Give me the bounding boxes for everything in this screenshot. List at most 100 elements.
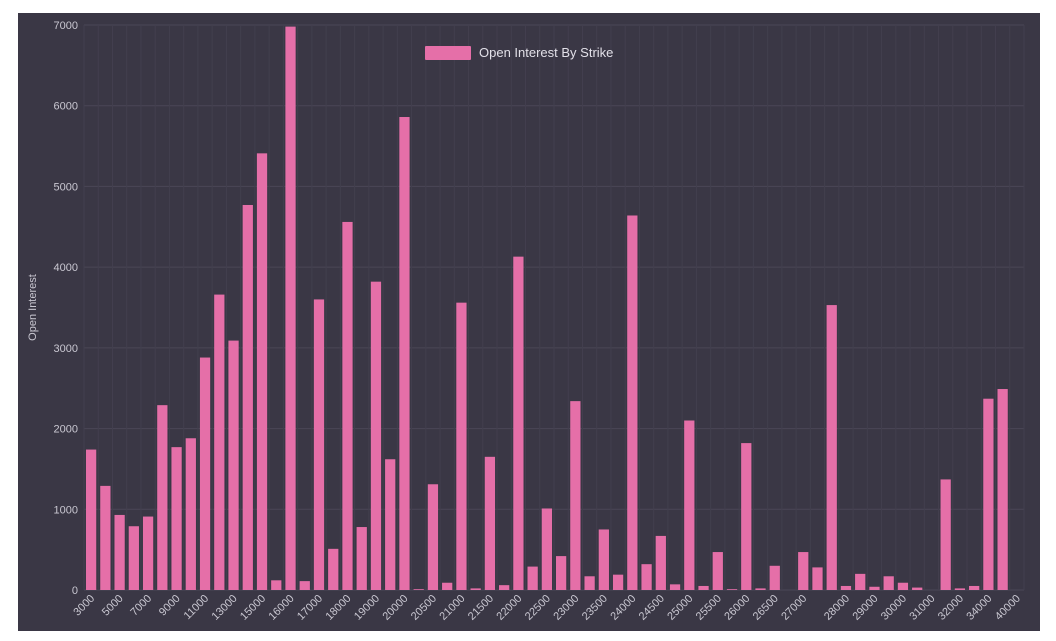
bar-22250[interactable]: [527, 566, 538, 590]
bar-20250[interactable]: [413, 589, 424, 590]
bar-16000[interactable]: [285, 26, 296, 591]
bar-17500[interactable]: [328, 548, 339, 590]
x-tick-label: 32000: [936, 593, 966, 623]
bar-7000[interactable]: [142, 516, 154, 590]
bar-3000[interactable]: [85, 449, 97, 590]
x-tick-label: 31000: [907, 593, 937, 623]
x-tick-label: 18000: [323, 593, 353, 623]
bar-23500[interactable]: [598, 529, 609, 590]
chart-panel: 0 1000 2000 3000 4000 5000 6000 7000 3000 5000 70…: [18, 13, 1040, 631]
bar-16500[interactable]: [299, 581, 310, 590]
x-tick-label: 40000: [993, 593, 1023, 623]
x-axis-ticks: 3000 5000 7000 9000110001300015000160001700…: [71, 593, 1023, 623]
bar-23250[interactable]: [584, 576, 595, 590]
bar-22500[interactable]: [541, 508, 552, 590]
x-tick-label: 9000: [157, 593, 183, 619]
bar-24000[interactable]: [627, 215, 638, 591]
legend-swatch: [425, 46, 471, 60]
bar-29500[interactable]: [883, 576, 894, 590]
x-tick-label: 34000: [964, 593, 994, 623]
x-tick-label: 19000: [352, 593, 382, 623]
bar-35000[interactable]: [997, 389, 1008, 590]
bar-19500[interactable]: [385, 459, 396, 590]
x-tick-label: 29000: [850, 593, 880, 623]
bar-26000[interactable]: [741, 443, 752, 590]
bar-33000[interactable]: [969, 585, 980, 590]
x-tick-label: 21500: [466, 593, 496, 623]
x-tick-label: 21000: [437, 593, 467, 623]
x-tick-label: 17000: [295, 593, 325, 623]
bar-20750[interactable]: [442, 582, 453, 590]
bar-27250[interactable]: [812, 567, 823, 590]
bar-26500[interactable]: [769, 565, 780, 590]
bar-5000[interactable]: [114, 514, 125, 590]
bar-28500[interactable]: [855, 573, 866, 590]
bar-20000[interactable]: [399, 117, 410, 590]
bar-25250[interactable]: [698, 585, 709, 590]
bar-8000[interactable]: [157, 405, 168, 590]
x-tick-label: 23500: [580, 593, 610, 623]
bar-25750[interactable]: [726, 589, 738, 590]
bar-30000[interactable]: [897, 582, 909, 590]
bar-14000[interactable]: [242, 204, 253, 591]
bar-24250[interactable]: [641, 564, 652, 590]
x-tick-label: 28000: [822, 593, 852, 623]
bar-18500[interactable]: [356, 527, 367, 590]
y-tick-label: 0: [72, 585, 78, 597]
bar-26250[interactable]: [755, 588, 766, 590]
bar-21000[interactable]: [456, 302, 467, 590]
y-tick-label: 7000: [54, 20, 78, 32]
bar-28000[interactable]: [840, 585, 852, 590]
bar-21750[interactable]: [499, 585, 510, 590]
bar-4000[interactable]: [100, 485, 111, 590]
bar-24500[interactable]: [655, 535, 666, 590]
y-tick-label: 5000: [54, 181, 78, 193]
legend[interactable]: Open Interest By Strike: [425, 45, 613, 60]
bar-20500[interactable]: [427, 484, 439, 590]
bar-21250[interactable]: [470, 588, 481, 590]
bar-15000[interactable]: [256, 153, 268, 590]
x-tick-label: 13000: [210, 593, 240, 623]
x-tick-label: 27000: [779, 593, 809, 623]
bar-25500[interactable]: [712, 552, 723, 590]
bar-25000[interactable]: [684, 420, 695, 591]
y-axis-ticks: 0 1000 2000 3000 4000 5000 6000 7000: [54, 20, 78, 597]
grid: [83, 24, 1025, 591]
bar-23000[interactable]: [570, 401, 581, 590]
bar-12000[interactable]: [214, 294, 225, 590]
x-tick-label: 26500: [751, 593, 781, 623]
bar-27000[interactable]: [798, 552, 809, 590]
x-tick-label: 25500: [694, 593, 724, 623]
bar-10000[interactable]: [185, 438, 196, 590]
x-tick-label: 5000: [100, 593, 126, 619]
bar-30500[interactable]: [912, 587, 923, 590]
bar-11000[interactable]: [199, 357, 211, 590]
bar-21500[interactable]: [484, 456, 496, 590]
bar-31500[interactable]: [940, 479, 951, 590]
bar-19000[interactable]: [370, 281, 382, 590]
bar-32000[interactable]: [954, 588, 966, 590]
bar-15500[interactable]: [271, 580, 282, 590]
bars: [85, 26, 1008, 591]
bar-23750[interactable]: [612, 574, 624, 590]
y-tick-label: 3000: [54, 343, 78, 355]
bar-29000[interactable]: [869, 586, 880, 590]
x-tick-label: 23000: [551, 593, 581, 623]
bar-6000[interactable]: [128, 526, 139, 590]
bar-9000[interactable]: [171, 447, 182, 590]
bar-18000[interactable]: [342, 221, 353, 590]
bar-22000[interactable]: [513, 256, 524, 590]
x-tick-label: 30000: [879, 593, 909, 623]
x-tick-label: 16000: [267, 593, 297, 623]
bar-13000[interactable]: [228, 340, 239, 590]
y-tick-label: 6000: [54, 101, 78, 113]
bar-34000[interactable]: [983, 398, 994, 590]
bar-17000[interactable]: [313, 299, 325, 590]
y-tick-label: 4000: [54, 262, 78, 274]
bar-24750[interactable]: [669, 584, 681, 590]
bar-27500[interactable]: [826, 305, 837, 590]
x-tick-label: 24000: [608, 593, 638, 623]
x-tick-label: 15000: [238, 593, 268, 623]
bar-22750[interactable]: [555, 556, 567, 590]
